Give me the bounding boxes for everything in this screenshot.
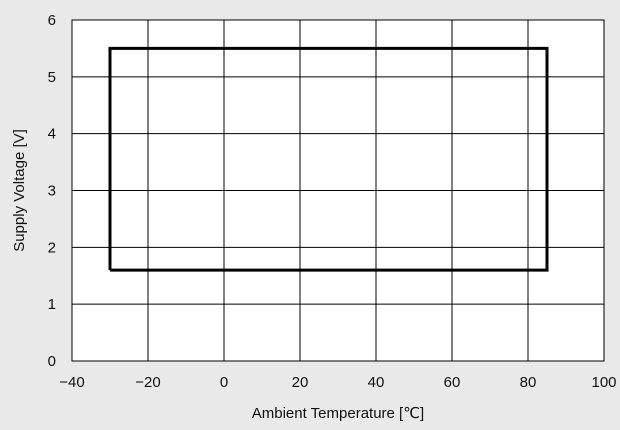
x-tick-label: 80 — [520, 374, 537, 391]
x-tick-label: 100 — [591, 374, 616, 391]
y-tick-label: 0 — [48, 353, 56, 370]
x-tick-label: 60 — [444, 374, 461, 391]
y-tick-label: 4 — [48, 126, 56, 143]
x-tick-label: 20 — [292, 374, 309, 391]
x-tick-label: −40 — [59, 374, 84, 391]
y-tick-label: 3 — [48, 183, 56, 200]
y-tick-label: 6 — [48, 12, 56, 29]
y-tick-label: 2 — [48, 239, 56, 256]
x-tick-label: 0 — [220, 374, 228, 391]
x-tick-label: 40 — [368, 374, 385, 391]
x-axis-title: Ambient Temperature [℃] — [252, 405, 424, 422]
y-tick-label: 5 — [48, 69, 56, 86]
y-axis-title: Supply Voltage [V] — [11, 129, 28, 252]
y-tick-labels: 0 1 2 3 4 5 6 — [48, 12, 56, 370]
x-tick-labels: −40 −20 0 20 40 60 80 100 — [59, 374, 616, 391]
x-tick-label: −20 — [135, 374, 160, 391]
series-layer — [108, 46, 549, 272]
y-tick-label: 1 — [48, 296, 56, 313]
grid — [72, 20, 604, 361]
plot-frame — [71, 19, 605, 362]
operating-range-line — [108, 46, 549, 272]
